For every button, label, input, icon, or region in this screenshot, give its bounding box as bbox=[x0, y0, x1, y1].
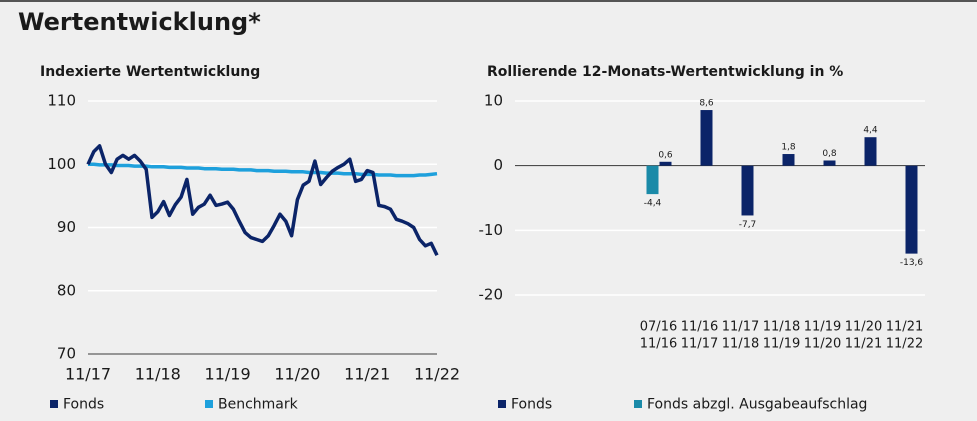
line-series bbox=[86, 144, 439, 257]
y-tick-label: 80 bbox=[57, 281, 76, 299]
page-title: Wertentwicklung* bbox=[18, 8, 261, 36]
bar bbox=[700, 110, 713, 166]
legend-label: Fonds bbox=[511, 397, 552, 413]
value-label: 4,4 bbox=[863, 126, 878, 136]
y-tick-label: 90 bbox=[57, 218, 76, 236]
x-tick-label: 11/22 bbox=[886, 337, 923, 352]
x-tick-label: 11/17 bbox=[722, 320, 759, 335]
y-tick-label: 0 bbox=[493, 156, 503, 174]
y-tick-label: 70 bbox=[57, 345, 76, 363]
x-tick-label: 11/18 bbox=[135, 365, 181, 384]
x-tick-label: 11/19 bbox=[804, 320, 841, 335]
chart-subtitle: Indexierte Wertentwicklung bbox=[40, 64, 260, 80]
value-label: 0,8 bbox=[822, 149, 837, 159]
x-tick-label: 11/16 bbox=[640, 337, 677, 352]
bar bbox=[823, 160, 836, 166]
x-tick-label: 11/22 bbox=[414, 365, 460, 384]
bar bbox=[741, 165, 754, 216]
x-tick-label: 11/21 bbox=[344, 365, 390, 384]
line-series bbox=[88, 162, 438, 178]
x-tick-label: 11/20 bbox=[845, 320, 882, 335]
x-tick-label: 11/18 bbox=[722, 337, 759, 352]
y-tick-label: 100 bbox=[47, 155, 76, 173]
bar bbox=[905, 165, 918, 254]
bar bbox=[646, 165, 659, 195]
x-tick-label: 11/17 bbox=[65, 365, 111, 384]
chart-subtitle: Rollierende 12-Monats-Wertentwicklung in… bbox=[487, 64, 843, 80]
y-tick-label: -20 bbox=[479, 286, 504, 304]
bar bbox=[864, 137, 877, 166]
y-tick-label: 110 bbox=[47, 92, 76, 110]
x-tick-label: 11/21 bbox=[886, 320, 923, 335]
y-tick-label: -10 bbox=[479, 221, 504, 239]
x-tick-label: 11/20 bbox=[804, 337, 841, 352]
x-tick-label: 11/19 bbox=[763, 337, 800, 352]
value-label: 1,8 bbox=[781, 143, 796, 153]
x-tick-label: 11/16 bbox=[681, 320, 718, 335]
x-tick-label: 11/18 bbox=[763, 320, 800, 335]
bar bbox=[782, 154, 795, 166]
legend-label: Fonds abzgl. Ausgabeaufschlag bbox=[647, 397, 867, 413]
legend-marker bbox=[634, 400, 642, 408]
legend-marker bbox=[205, 400, 213, 408]
x-tick-label: 11/17 bbox=[681, 337, 718, 352]
legend-label: Fonds bbox=[63, 397, 104, 413]
value-label: 0,6 bbox=[658, 150, 673, 160]
y-tick-label: 10 bbox=[484, 92, 503, 110]
x-tick-label: 11/21 bbox=[845, 337, 882, 352]
legend-marker bbox=[498, 400, 506, 408]
x-tick-label: 11/20 bbox=[274, 365, 320, 384]
x-tick-label: 11/19 bbox=[205, 365, 251, 384]
x-tick-label: 07/16 bbox=[640, 320, 677, 335]
bar bbox=[659, 161, 672, 166]
legend-marker bbox=[50, 400, 58, 408]
value-label: -7,7 bbox=[739, 220, 757, 230]
value-label: 8,6 bbox=[699, 99, 714, 109]
legend-label: Benchmark bbox=[218, 397, 299, 413]
value-label: -4,4 bbox=[644, 199, 662, 209]
value-label: -13,6 bbox=[900, 258, 924, 268]
